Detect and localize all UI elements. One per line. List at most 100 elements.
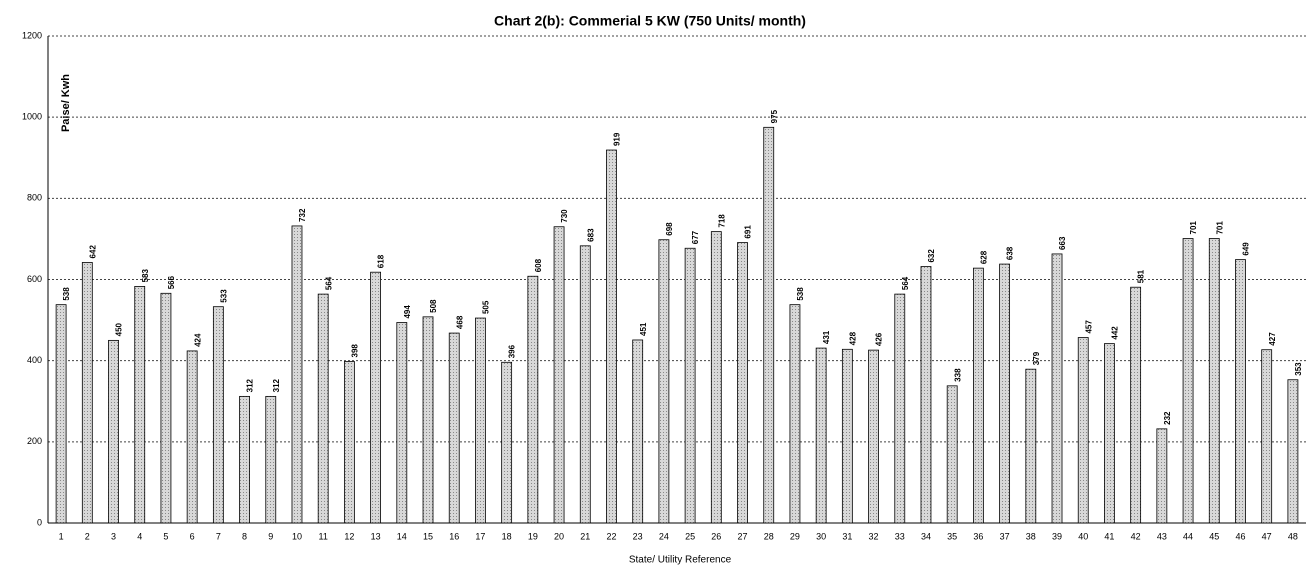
x-tick-label: 33: [895, 531, 905, 541]
data-label: 450: [115, 322, 124, 336]
bar: [134, 285, 146, 524]
x-tick-label: 37: [1000, 531, 1010, 541]
bar: [1287, 379, 1299, 524]
data-label: 718: [717, 214, 726, 228]
data-label: 427: [1268, 332, 1277, 346]
x-tick-label: 45: [1209, 531, 1219, 541]
bar: [1077, 337, 1089, 524]
bar: [1104, 343, 1115, 524]
data-label: 730: [560, 209, 569, 223]
bar: [291, 225, 303, 524]
x-tick-label: 40: [1078, 531, 1088, 541]
x-tick-label: 26: [711, 531, 721, 541]
y-tick-label: 600: [27, 274, 42, 284]
x-tick-label: 7: [216, 531, 221, 541]
y-tick-label: 1200: [22, 30, 42, 40]
bar: [710, 231, 722, 524]
data-label: 649: [1242, 242, 1251, 256]
chart-title: Chart 2(b): Commerial 5 KW (750 Units/ m…: [494, 13, 806, 29]
x-tick-label: 24: [659, 531, 669, 541]
data-label: 564: [324, 276, 333, 290]
bar: [868, 349, 879, 524]
data-label: 683: [586, 228, 595, 242]
data-label: 698: [665, 222, 674, 236]
data-label: 398: [351, 344, 360, 358]
x-tick-label: 46: [1235, 531, 1245, 541]
bar: [999, 263, 1011, 524]
bar: [632, 339, 644, 524]
x-tick-label: 18: [502, 531, 512, 541]
data-label: 338: [953, 368, 962, 382]
x-tick-label: 2: [85, 531, 90, 541]
data-label: 663: [1058, 236, 1067, 250]
x-tick-label: 1: [59, 531, 64, 541]
x-tick-label: 6: [190, 531, 195, 541]
bar: [789, 304, 801, 524]
x-tick-label: 5: [163, 531, 168, 541]
data-label: 442: [1111, 326, 1120, 340]
x-tick-label: 22: [606, 531, 616, 541]
x-tick-label: 25: [685, 531, 695, 541]
bar: [527, 275, 539, 524]
bar: [317, 293, 329, 524]
data-label: 428: [848, 331, 857, 345]
data-label: 426: [875, 332, 884, 346]
bar: [606, 149, 617, 524]
x-tick-label: 41: [1104, 531, 1114, 541]
data-label: 583: [141, 269, 150, 283]
y-tick-label: 800: [27, 193, 42, 203]
bar: [972, 267, 984, 524]
bar: [815, 347, 827, 524]
data-label: 642: [88, 245, 97, 259]
x-tick-label: 28: [764, 531, 774, 541]
x-tick-label: 47: [1262, 531, 1272, 541]
x-tick-label: 14: [397, 531, 407, 541]
x-tick-label: 36: [973, 531, 983, 541]
data-label: 312: [272, 378, 281, 392]
x-tick-label: 44: [1183, 531, 1193, 541]
data-label: 451: [639, 322, 648, 336]
bar: [1182, 238, 1194, 524]
bar: [186, 350, 198, 524]
bar: [448, 332, 460, 524]
data-label: 618: [377, 254, 386, 268]
bar: [1261, 349, 1273, 524]
data-label: 732: [298, 208, 307, 222]
x-tick-label: 15: [423, 531, 433, 541]
x-tick-label: 30: [816, 531, 826, 541]
y-tick-label: 400: [27, 355, 42, 365]
data-label: 457: [1084, 320, 1093, 334]
x-tick-label: 3: [111, 531, 116, 541]
bar: [1130, 286, 1142, 524]
bar: [55, 304, 67, 524]
x-tick-label: 29: [790, 531, 800, 541]
y-axis-label: Paise/ Kwh: [60, 74, 72, 132]
y-tick-label: 0: [37, 517, 42, 527]
x-tick-label: 11: [319, 531, 328, 541]
data-label: 379: [1032, 351, 1041, 365]
x-tick-label: 38: [1026, 531, 1036, 541]
x-tick-label: 12: [344, 531, 354, 541]
x-axis-label: State/ Utility Reference: [629, 555, 732, 566]
data-label: 508: [429, 299, 438, 313]
bar: [343, 361, 355, 524]
data-label: 677: [691, 230, 700, 244]
data-label: 533: [219, 289, 228, 303]
bar: [684, 247, 696, 524]
bar: [894, 293, 906, 524]
x-tick-label: 16: [449, 531, 459, 541]
data-label: 581: [1137, 269, 1146, 283]
x-tick-label: 21: [580, 531, 590, 541]
x-tick-label: 27: [738, 531, 748, 541]
x-tick-label: 20: [554, 531, 564, 541]
x-tick-label: 10: [292, 531, 302, 541]
x-tick-label: 8: [242, 531, 247, 541]
x-tick-label: 42: [1131, 531, 1141, 541]
data-label: 353: [1294, 362, 1303, 376]
bar: [1051, 253, 1063, 524]
x-tick-label: 32: [869, 531, 879, 541]
data-label: 468: [455, 315, 464, 329]
data-label: 564: [901, 276, 910, 290]
bar: [763, 126, 775, 524]
data-label: 638: [1006, 246, 1015, 260]
